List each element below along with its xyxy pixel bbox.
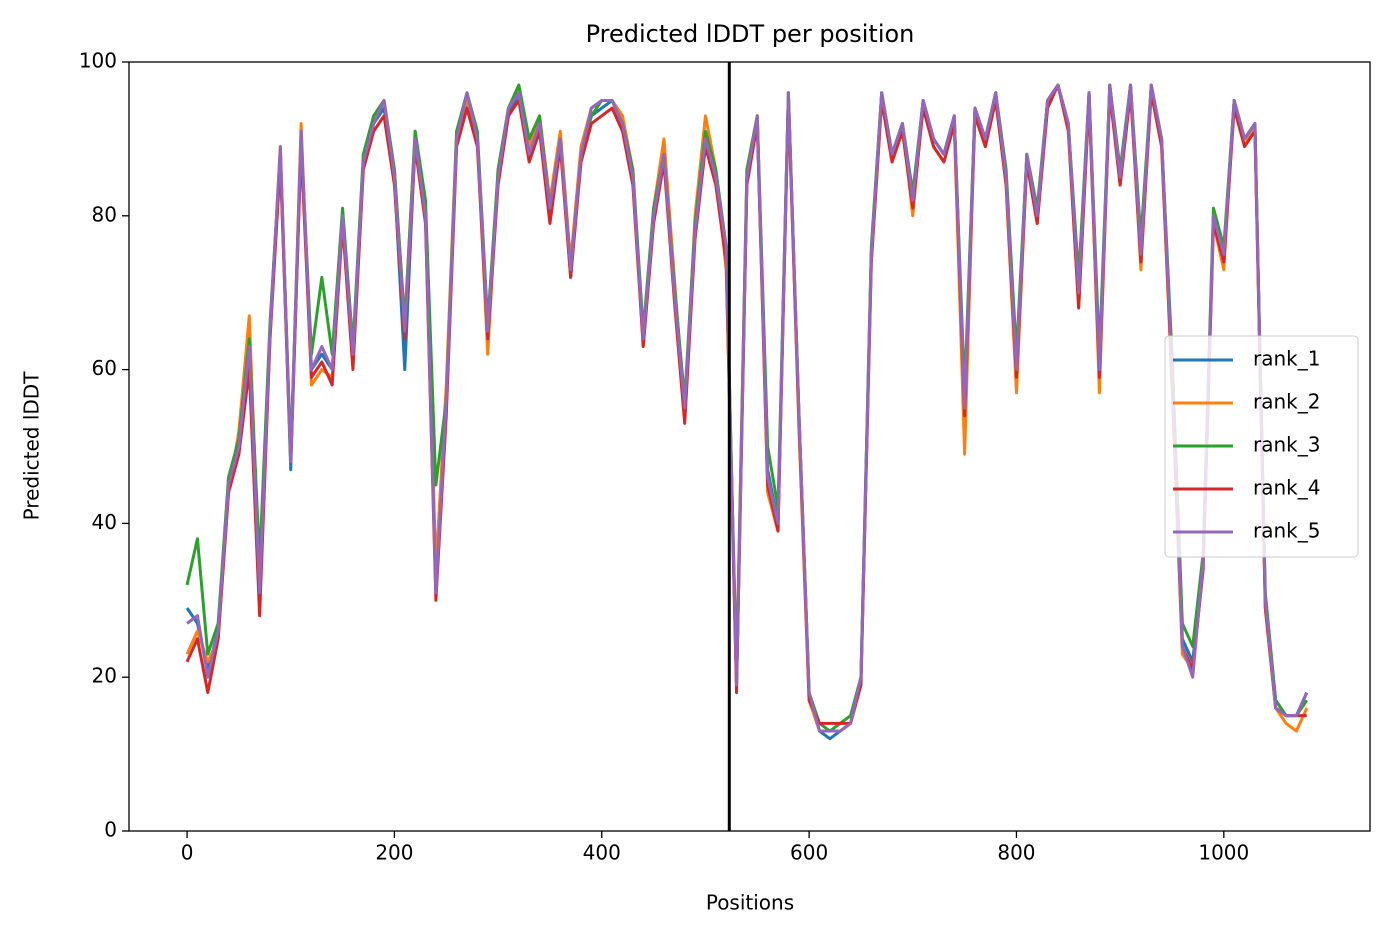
y-tick-label: 40 (92, 510, 117, 534)
x-tick-label: 1000 (1198, 841, 1249, 865)
plot-frame (128, 61, 1371, 832)
y-tick-label: 60 (92, 356, 117, 380)
x-tick-label: 200 (375, 841, 413, 865)
y-tick-label: 80 (92, 202, 117, 226)
y-axis-label: Predicted lDDT (20, 371, 44, 521)
legend-label: rank_5 (1253, 519, 1320, 543)
x-tick-label: 0 (181, 841, 194, 865)
legend-label: rank_4 (1253, 476, 1320, 500)
y-tick-label: 0 (104, 818, 117, 842)
chart-title: Predicted lDDT per position (586, 20, 915, 48)
y-tick-label: 20 (92, 664, 117, 688)
legend-label: rank_3 (1253, 433, 1320, 457)
x-tick-label: 600 (790, 841, 828, 865)
x-tick-label: 400 (583, 841, 621, 865)
y-tick-label: 100 (79, 49, 117, 73)
series-line (186, 83, 1309, 733)
legend-label: rank_1 (1253, 347, 1320, 371)
legend-box (1164, 335, 1359, 558)
legend-label: rank_2 (1253, 390, 1320, 414)
x-tick-label: 800 (997, 841, 1035, 865)
legend: rank_1 rank_2 rank_3 rank_4 rank_5 (1164, 335, 1359, 558)
x-axis-label: Positions (706, 891, 794, 915)
